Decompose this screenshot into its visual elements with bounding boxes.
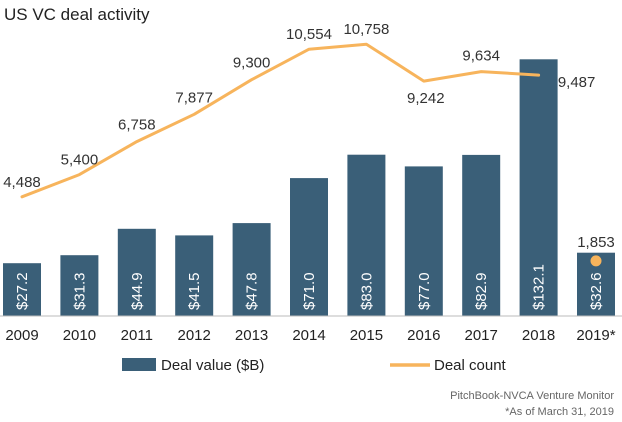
chart-title: US VC deal activity: [4, 5, 150, 24]
source-note: PitchBook-NVCA Venture Monitor: [450, 390, 614, 402]
bar-value-label: $82.9: [473, 272, 490, 310]
bar-value-label: $32.6: [588, 272, 605, 310]
x-tick-label: 2018: [522, 327, 555, 344]
bar-value-label: $71.0: [301, 272, 318, 310]
x-tick-labels: 2009 2010 2011 2012 2013 2014 2015 2016 2017 2018…: [5, 327, 615, 344]
x-tick-label: 2010: [63, 327, 96, 344]
bar-value-label: $77.0: [416, 272, 433, 310]
deal-count-label: 9,487: [558, 74, 596, 91]
deal-count-markers: [590, 255, 602, 267]
x-tick-label: 2011: [121, 327, 153, 344]
legend-label-deal-count: Deal count: [434, 357, 507, 374]
bar-value-label: $27.2: [14, 272, 31, 310]
legend: Deal value ($B) Deal count: [122, 357, 507, 374]
bar-value-label: $31.3: [71, 272, 88, 310]
x-tick-label: 2009: [5, 327, 38, 344]
footnote: *As of March 31, 2019: [505, 406, 614, 418]
bar-2014: [290, 178, 328, 316]
legend-swatch-deal-value: [122, 358, 156, 371]
deal-count-label: 9,242: [407, 90, 445, 107]
deal-count-label: 6,758: [118, 117, 156, 134]
x-tick-label: 2012: [178, 327, 211, 344]
bar-2015: [347, 154, 386, 316]
bar-2017: [462, 154, 501, 316]
x-tick-label: 2017: [465, 327, 498, 344]
x-tick-label: 2013: [235, 327, 268, 344]
deal-count-label: 1,853: [577, 234, 615, 251]
bar-value-label: $44.9: [129, 272, 146, 310]
deal-count-labels: 4,488 5,400 6,758 7,877 9,300 10,554 10,758 9,2…: [3, 21, 615, 251]
bar-2018: [519, 59, 558, 317]
bar-2011: [117, 228, 156, 316]
bar-value-label: $83.0: [358, 272, 375, 310]
bar-2010: [60, 255, 99, 316]
bar-value-label: $132.1: [531, 264, 548, 310]
bar-2009: [3, 263, 41, 316]
deal-count-line: [20, 42, 541, 199]
bar-value-labels: $27.2 $31.3 $44.9 $41.5 $47.8 $71.0 $83.0 $77.0…: [14, 264, 605, 310]
bar-2016: [404, 166, 443, 316]
deal-count-point-2019: [590, 255, 602, 267]
x-tick-label: 2016: [407, 327, 440, 344]
deal-count-label: 4,488: [3, 174, 41, 191]
bar-series: [3, 59, 615, 317]
deal-count-label: 5,400: [61, 152, 99, 169]
deal-count-label: 7,877: [175, 89, 213, 106]
legend-label-deal-value: Deal value ($B): [161, 357, 264, 374]
deal-count-label: 9,300: [233, 55, 271, 72]
x-tick-label: 2014: [292, 327, 325, 344]
bar-value-label: $41.5: [186, 272, 203, 310]
deal-count-label: 10,554: [286, 26, 332, 43]
bar-value-label: $47.8: [244, 272, 261, 310]
x-tick-label: 2015: [350, 327, 383, 344]
bar-2013: [232, 223, 271, 316]
bar-2012: [175, 235, 214, 316]
deal-count-label: 10,758: [343, 21, 389, 38]
x-tick-label: 2019*: [576, 327, 615, 344]
deal-count-label: 9,634: [462, 48, 500, 65]
